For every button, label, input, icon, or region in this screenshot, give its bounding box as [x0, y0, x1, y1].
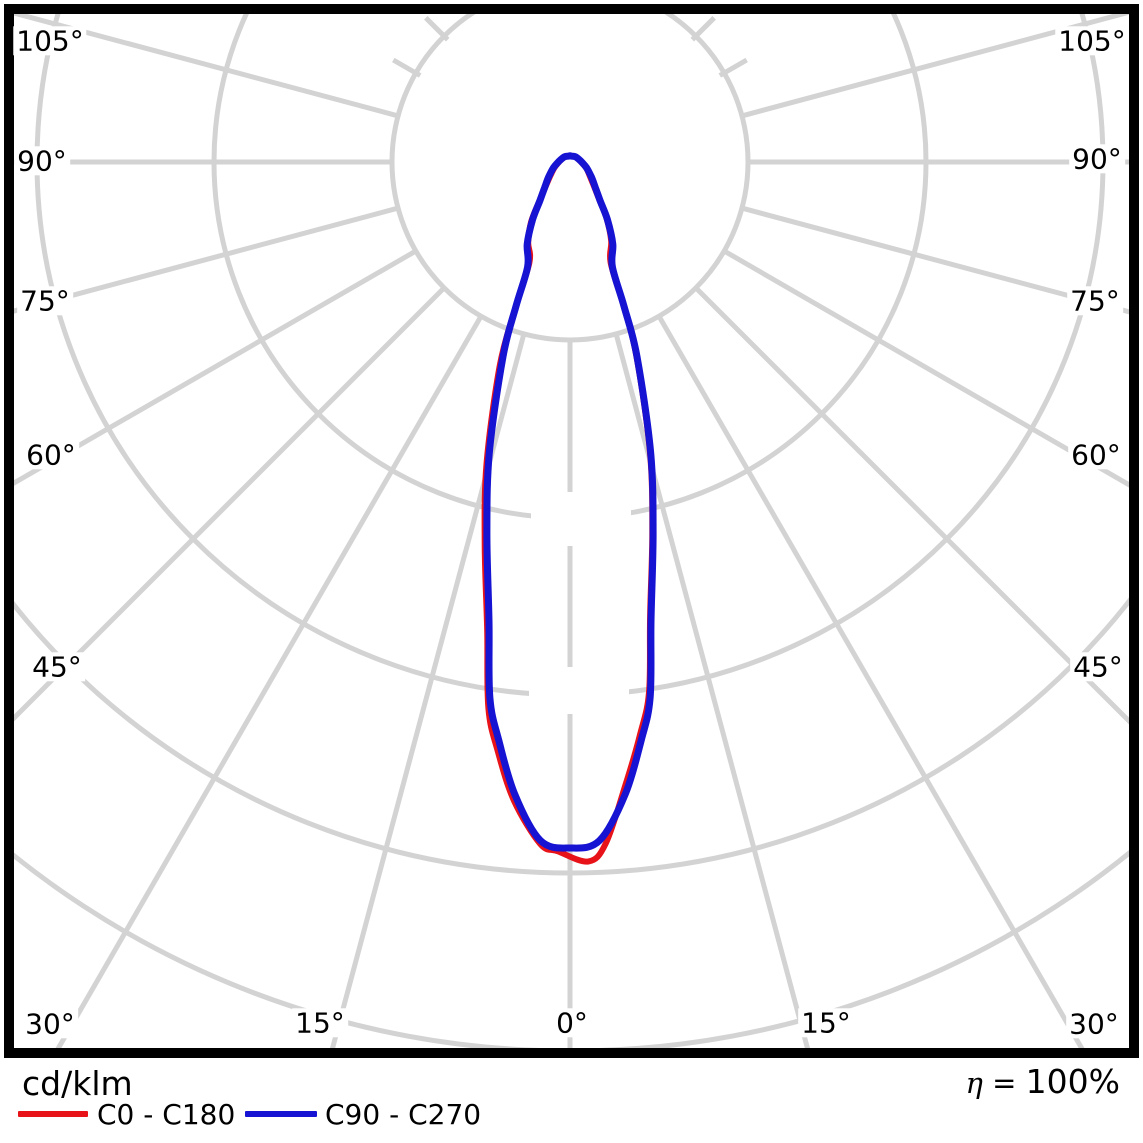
angle-label-bottom-15-left: 15°: [292, 1008, 348, 1038]
angle-label-left-45: 45°: [29, 652, 85, 682]
efficiency-readout: η = 100%: [966, 1062, 1120, 1101]
grid-ray: [14, 286, 446, 722]
grid-ray: [14, 14, 399, 119]
efficiency-value: 100%: [1025, 1062, 1120, 1101]
angle-label-bottom-0: 0°: [553, 1008, 591, 1038]
angle-label-bottom-15-right: 15°: [798, 1008, 854, 1038]
grid-ray: [14, 248, 418, 486]
grid-ray: [722, 248, 1129, 488]
grid-ray-stub: [424, 16, 450, 42]
grid-ray: [55, 314, 484, 1048]
grid-ray: [656, 314, 1085, 1048]
legend-swatch-c0: [18, 1111, 88, 1117]
legend: C0 - C180 C90 - C270: [0, 1098, 1143, 1138]
radial-scale-label-patch: [531, 492, 631, 546]
radial-scale-label-patch: [529, 667, 629, 714]
legend-swatch-c90: [245, 1111, 317, 1117]
legend-label-c90: C90 - C270: [325, 1098, 482, 1131]
grid-ray-stub: [718, 57, 748, 78]
angle-label-right-105: 105°: [1055, 26, 1129, 56]
angle-label-right-90: 90°: [1069, 144, 1125, 174]
angle-label-left-105: 105°: [13, 26, 87, 56]
angle-label-left-60: 60°: [23, 440, 79, 470]
grid-ring: [389, 14, 751, 343]
angle-label-left-30: 30°: [22, 1009, 78, 1039]
grid-ray: [741, 205, 1129, 315]
grid-ray: [14, 205, 399, 314]
eta-symbol: η: [965, 1066, 983, 1100]
equals-sign: =: [992, 1066, 1017, 1100]
grid-ray: [613, 333, 810, 1048]
grid-ray-stub: [690, 16, 716, 42]
angle-label-left-90: 90°: [14, 146, 70, 176]
angle-label-right-30: 30°: [1066, 1009, 1122, 1039]
angle-label-right-45: 45°: [1070, 652, 1126, 682]
curve-c90-c270: [483, 152, 657, 852]
angle-label-left-75: 75°: [17, 286, 73, 316]
grid-ray: [741, 14, 1129, 119]
grid-ray: [330, 333, 527, 1048]
grid-ray-stub: [392, 57, 422, 78]
radial-unit-label: cd/klm: [22, 1064, 133, 1103]
legend-label-c0: C0 - C180: [97, 1098, 236, 1131]
plot-border: [4, 4, 1139, 1058]
grid-ray: [694, 286, 1129, 725]
angle-label-right-75: 75°: [1067, 286, 1123, 316]
angle-label-right-60: 60°: [1068, 440, 1124, 470]
